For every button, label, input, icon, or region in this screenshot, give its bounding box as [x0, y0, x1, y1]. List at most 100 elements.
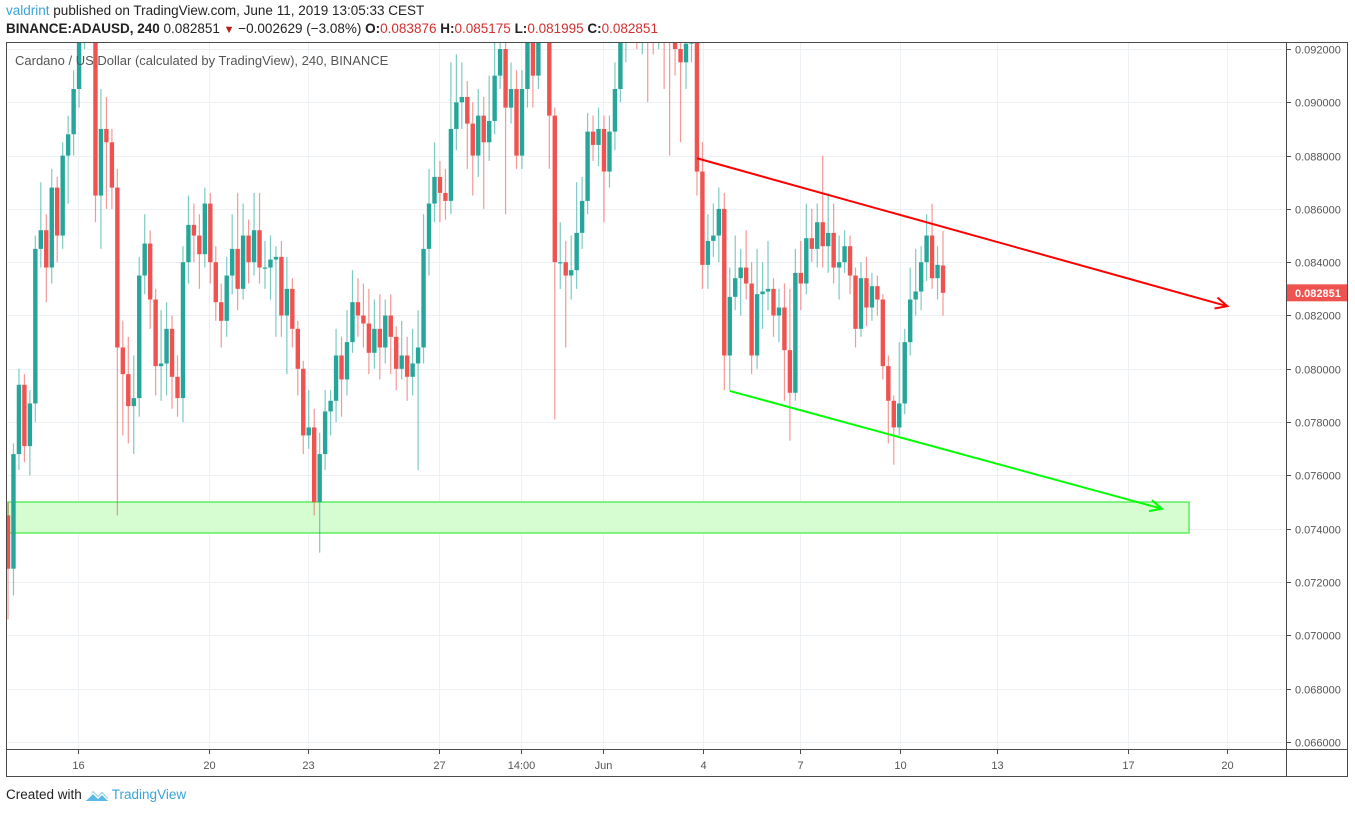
- candle-up: [60, 142, 65, 249]
- price-axis[interactable]: 0.092000 0.090000 0.088000 0.086000 0.084000…: [1286, 45, 1341, 750]
- candle-down: [636, 43, 638, 49]
- candle-body: [880, 299, 886, 367]
- candle-body: [355, 302, 361, 316]
- candle-body: [579, 200, 585, 233]
- author-link[interactable]: valdrint: [6, 3, 50, 18]
- candle-down: [7, 502, 11, 620]
- y-tick-label: 0.072000: [1295, 578, 1341, 590]
- candle-up: [229, 214, 235, 295]
- candle-down: [175, 355, 180, 417]
- x-tick-label: 16: [72, 760, 84, 772]
- candle-up: [262, 240, 268, 289]
- high-value: 0.085175: [454, 21, 511, 36]
- y-tick-label: 0.080000: [1295, 365, 1341, 377]
- tradingview-link[interactable]: TradingView: [111, 787, 187, 802]
- candle-body: [7, 515, 11, 569]
- candle-down: [366, 288, 372, 375]
- candle-down: [465, 80, 470, 169]
- candle-down: [940, 230, 946, 316]
- candle-down: [361, 283, 366, 348]
- candle-body: [793, 272, 798, 393]
- y-tick-label: 0.068000: [1295, 685, 1341, 697]
- last-price-label: 0.082851: [1295, 288, 1341, 300]
- candle-down: [700, 142, 705, 289]
- candle-up: [629, 0, 633, 36]
- candle-body: [437, 176, 443, 193]
- candle-body: [454, 102, 459, 129]
- candle-down: [93, 43, 98, 223]
- candle-up: [492, 43, 497, 135]
- candle-body: [530, 43, 536, 76]
- triangle-down-icon: ▼: [223, 24, 235, 36]
- candle-body: [525, 43, 530, 89]
- candle-body: [749, 283, 754, 356]
- candle-body: [60, 155, 65, 236]
- candle-up: [907, 267, 913, 356]
- candle-up: [776, 288, 782, 343]
- candle-up: [935, 246, 940, 300]
- candle-body: [869, 286, 875, 308]
- candle-down: [820, 155, 825, 268]
- candle-body: [935, 264, 940, 279]
- candle-body: [415, 347, 421, 364]
- candle-up: [317, 432, 322, 553]
- candle-up: [268, 235, 273, 300]
- candle-down: [875, 275, 880, 316]
- candle-body: [836, 262, 842, 268]
- candle-body: [208, 203, 213, 263]
- candle-body: [733, 278, 738, 297]
- candle-up: [142, 214, 147, 295]
- arrowhead-icon: [1214, 296, 1230, 310]
- candle-down: [104, 96, 109, 209]
- candle-body: [284, 288, 290, 316]
- candle-up: [284, 256, 290, 375]
- candle-up: [16, 368, 22, 471]
- candle-body: [131, 398, 136, 407]
- candle-body: [268, 259, 273, 268]
- candle-up: [836, 235, 842, 300]
- candle-body: [443, 192, 448, 201]
- candle-body: [339, 355, 344, 380]
- candle-body: [372, 328, 377, 353]
- candle-body: [913, 291, 918, 300]
- symbol-info-bar: BINANCE:ADAUSD, 240 0.082851 ▼ −0.002629…: [6, 21, 658, 36]
- candle-up: [716, 187, 722, 263]
- candle-body: [240, 235, 246, 289]
- candle-up: [372, 299, 377, 369]
- candle-body: [875, 286, 880, 300]
- candle-down: [503, 43, 508, 215]
- candle-body: [552, 115, 557, 263]
- candle-up: [186, 195, 191, 284]
- candle-up: [415, 310, 421, 471]
- candle-body: [186, 224, 191, 263]
- candle-body: [716, 208, 722, 236]
- open-value: 0.083876: [380, 21, 437, 36]
- candle-body: [825, 232, 831, 247]
- candle-body: [776, 307, 782, 316]
- candle-down: [213, 246, 218, 321]
- candle-body: [322, 411, 328, 455]
- y-tick-label: 0.082000: [1295, 311, 1341, 323]
- candle-up: [137, 256, 142, 417]
- candle-body: [722, 208, 727, 356]
- candle-body: [678, 49, 683, 63]
- candle-down: [771, 278, 776, 337]
- candle-down: [470, 102, 475, 196]
- candle-body: [421, 248, 426, 348]
- candle-body: [410, 363, 415, 377]
- candle-body: [11, 454, 16, 569]
- candle-up: [98, 88, 104, 249]
- candle-body: [689, 43, 694, 44]
- candle-body: [886, 366, 891, 401]
- time-axis[interactable]: 16 20 23 27 14:00 Jun 4 7 10 13 17 20: [72, 749, 1234, 772]
- candle-down: [891, 395, 896, 465]
- x-tick-label: 13: [991, 760, 1003, 772]
- candle-body: [290, 288, 295, 329]
- x-tick-label: Jun: [595, 760, 613, 772]
- candle-body: [481, 115, 486, 143]
- publish-info: valdrint published on TradingView.com, J…: [6, 3, 424, 18]
- y-tick-label: 0.084000: [1295, 258, 1341, 270]
- candle-up: [579, 176, 585, 249]
- candle-down: [694, 43, 700, 196]
